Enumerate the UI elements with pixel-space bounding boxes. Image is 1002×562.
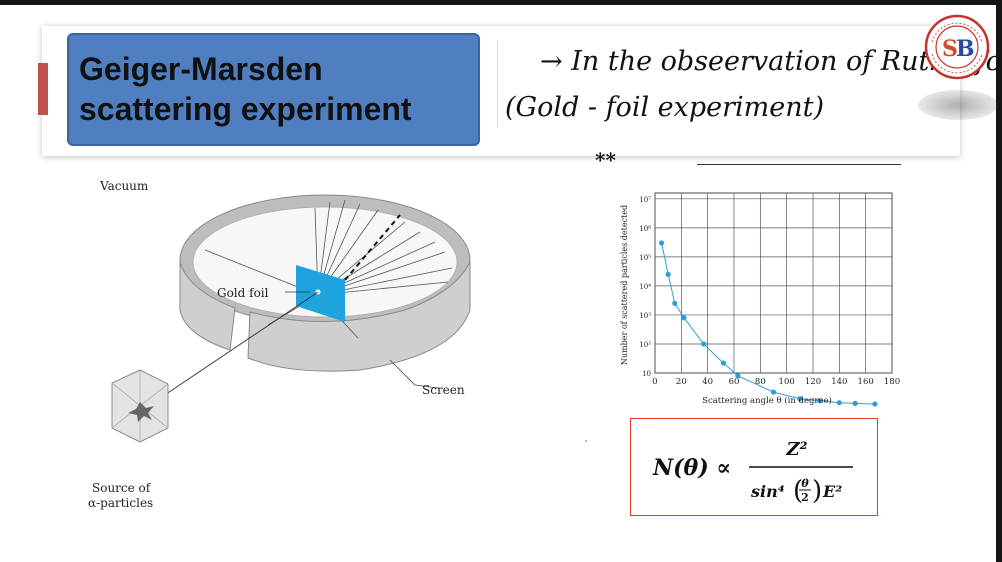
chart-x-tick-label: 0 <box>652 377 657 387</box>
formula-energy: E² <box>822 482 842 501</box>
screen-label: Screen <box>422 383 465 397</box>
handwritten-note-line-2: (Gold - foil experiment) <box>505 92 825 123</box>
chart-x-tick-label: 40 <box>702 377 713 387</box>
chart-x-tick-label: 60 <box>729 377 740 387</box>
chart-data-point <box>816 398 823 404</box>
formula-lhs: N(θ) ∝ <box>652 455 731 481</box>
chart-data-point <box>852 400 858 406</box>
source-label-line-1: Source of <box>92 481 152 495</box>
formula-theta: θ <box>801 477 809 490</box>
accent-bar <box>38 63 48 115</box>
title-line-1: Geiger-Marsden <box>79 51 323 87</box>
formula-open-paren: ( <box>793 476 803 506</box>
chart-x-tick-label: 120 <box>805 377 821 387</box>
chart-data-point <box>681 315 687 321</box>
source-label-line-2: α-particles <box>88 496 153 510</box>
chart-y-tick-label: 10⁵ <box>639 254 651 262</box>
chart-plot-frame <box>654 192 893 374</box>
vacuum-label: Vacuum <box>99 179 149 193</box>
chart-data-point <box>770 389 777 395</box>
window-top-border <box>0 0 1002 5</box>
chart-y-tick-label: 10⁷ <box>639 196 651 204</box>
chart-y-tick-label: 10 <box>642 370 651 378</box>
chart-x-tick-label: 80 <box>755 377 766 387</box>
screen-wall-left <box>179 261 236 351</box>
scattering-chart: 0 20 40 60 80 100 120 140 160 180 10 10² 10³ 10⁴ 10⁵ 10… <box>620 192 900 407</box>
slide-title: Geiger-Marsden scattering experiment <box>67 33 480 146</box>
chart-data-point <box>658 240 665 246</box>
formula-two: 2 <box>801 491 809 504</box>
handwritten-line <box>697 164 901 165</box>
card-divider <box>497 40 498 128</box>
chart-data-point <box>720 360 727 366</box>
chart-x-tick-label: 160 <box>858 377 874 387</box>
formula-numerator: Z² <box>785 439 807 460</box>
chart-data-point <box>665 271 671 277</box>
formula-sin4: sin⁴ <box>750 482 785 501</box>
chart-data-point <box>701 341 707 347</box>
gold-foil <box>296 265 345 322</box>
screen-wall-right <box>247 261 471 372</box>
chart-x-axis-label: Scattering angle θ (in degree) <box>702 395 832 406</box>
stray-dot <box>585 440 587 442</box>
chart-y-tick-label: 10⁶ <box>639 225 651 233</box>
logo-shadow <box>918 90 998 120</box>
rutherford-formula-box: N(θ) ∝ Z² sin⁴ ( θ 2 ) E² <box>630 418 878 516</box>
svg-text:B: B <box>956 36 975 62</box>
chart-data-point <box>797 396 803 402</box>
geiger-marsden-apparatus-diagram: Vacuum Gold foil Screen Source of α <box>88 179 471 510</box>
chart-y-axis-label: Number of scattered particles detected <box>620 205 629 365</box>
formula-close-paren: ) <box>812 476 822 506</box>
gold-foil-label: Gold foil <box>217 286 269 300</box>
chart-y-tick-label: 10⁴ <box>639 283 651 291</box>
screen-pointer <box>389 359 439 389</box>
chart-data-point <box>735 373 741 379</box>
chart-y-tick-label: 10³ <box>639 312 651 320</box>
chart-data-point <box>872 401 878 407</box>
handwritten-note-line-1: → In the obseervation of Rutherford. <box>540 46 1002 77</box>
svg-text:S: S <box>942 36 958 62</box>
screen-ring-inner <box>192 206 458 318</box>
chart-data-point <box>836 400 842 406</box>
chart-x-tick-label: 140 <box>831 377 847 387</box>
chart-x-tick-label: 100 <box>779 377 795 387</box>
window-right-border <box>996 0 1002 562</box>
chart-data-point <box>672 300 678 306</box>
alpha-source-burst <box>128 402 154 422</box>
chart-x-tick-label: 20 <box>676 377 687 387</box>
handwritten-asterisks: ** <box>595 148 616 172</box>
sankalp-bharat-logo: S B <box>924 14 990 80</box>
title-line-2: scattering experiment <box>79 91 412 127</box>
chart-x-tick-label: 180 <box>884 377 900 387</box>
chart-y-tick-label: 10² <box>639 341 651 349</box>
